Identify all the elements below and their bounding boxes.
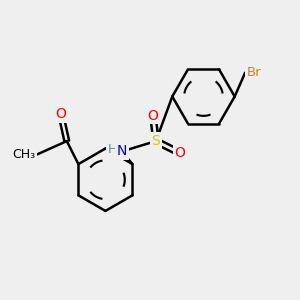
Text: CH₃: CH₃ — [12, 148, 36, 161]
Text: O: O — [148, 109, 158, 123]
Text: O: O — [56, 107, 66, 121]
Text: S: S — [152, 134, 160, 148]
Text: N: N — [117, 145, 127, 158]
Text: Br: Br — [247, 66, 261, 79]
Text: O: O — [174, 146, 185, 160]
Text: H: H — [108, 142, 117, 156]
